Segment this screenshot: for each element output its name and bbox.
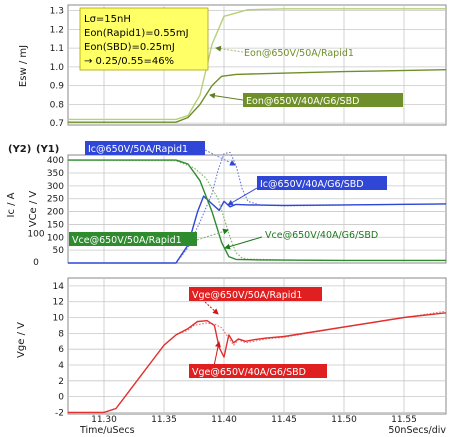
vge-axis-label: Vge / V [16, 322, 27, 358]
series-callout: Vge@650V/50A/Rapid1 [189, 287, 322, 315]
note-background [79, 7, 209, 71]
time-per-division: 50nSecs/div [388, 425, 446, 436]
note-box: Lσ=15nH Eon(Rapid1)=0.55mJ Eon(SBD)=0.25mJ… [79, 7, 209, 71]
y-tick-label: 200 [47, 208, 64, 218]
y-tick-label: 100 [47, 233, 64, 243]
y-tick-label: 1.0 [50, 63, 65, 73]
callout-background [69, 232, 197, 246]
series-callout: Eon@650V/50A/Rapid1 [215, 45, 354, 59]
y2-tick-label: 100 [27, 229, 44, 239]
callout-background [243, 93, 403, 107]
callout-arrow [209, 92, 244, 101]
series-callout: Vce@650V/50A/Rapid1 [69, 228, 229, 246]
callout-background [85, 141, 205, 155]
note-line: Lσ=15nH [84, 14, 131, 25]
x-tick-label: 11.40 [211, 415, 237, 425]
series-line [68, 159, 446, 262]
y1-axis-marker: (Y1) [36, 144, 59, 155]
note-line: Eon(SBD)=0.25mJ [84, 42, 175, 53]
callout-arrow [224, 236, 263, 250]
y-tick-label: 2 [58, 377, 64, 387]
y-tick-label: 14 [53, 282, 65, 292]
series-callout: Eon@650V/40A/G6/SBD [209, 92, 403, 107]
callout-arrow [215, 45, 244, 53]
y-tick-label: 0 [58, 393, 64, 403]
callout-text: Vge@650V/40A/G6/SBD [192, 367, 306, 378]
callout-text: Vce@650V/40A/G6/SBD [265, 230, 378, 241]
x-tick-label: 11.50 [331, 415, 357, 425]
callout-background [189, 287, 322, 301]
x-tick-label: 11.55 [391, 415, 417, 425]
y-tick-label: 10 [53, 314, 65, 324]
series-line [68, 310, 447, 413]
y2-tick-label: 0 [33, 258, 39, 268]
y-tick-label: 400 [47, 156, 64, 166]
series-line [68, 69, 447, 123]
y-tick-label: 0.7 [50, 119, 64, 129]
series-line [68, 312, 447, 414]
y-tick-label: 250 [47, 195, 64, 205]
y-tick-label: 350 [47, 169, 64, 179]
panel-current-voltage: 50 100 150 200 250 300 350 400 [47, 151, 447, 264]
plot-area [67, 154, 447, 264]
note-line: → 0.25/0.55=46% [84, 56, 174, 67]
series-line [67, 159, 446, 261]
y-tick-label: 12 [53, 298, 64, 308]
vce-axis-label: VCe / V [28, 191, 39, 228]
series-callout: Vge@650V/40A/G6/SBD [189, 341, 327, 378]
series-callout: Ic@650V/50A/Rapid1 [85, 141, 236, 166]
callout-text: Ic@650V/50A/Rapid1 [88, 144, 188, 155]
note-line: Eon(Rapid1)=0.55mJ [84, 28, 189, 39]
series-callout: Vce@650V/40A/G6/SBD [224, 230, 378, 250]
y-tick-label: 0.8 [50, 100, 65, 110]
y2-axis-marker: (Y2) [8, 144, 31, 155]
y-tick-label: 6 [58, 345, 64, 355]
callout-text: Eon@650V/40A/G6/SBD [246, 96, 359, 107]
callout-arrow [227, 187, 258, 206]
series-line [68, 151, 447, 264]
series-line [68, 8, 446, 121]
callout-arrow [196, 228, 229, 241]
y-tick-label: 1.1 [50, 44, 64, 54]
series-callout: Ic@650V/40A/G6/SBD [227, 176, 387, 206]
y-tick-label: 4 [58, 361, 64, 371]
x-tick-label: 11.35 [151, 415, 177, 425]
ic-axis-label: Ic / A [6, 192, 17, 217]
callout-arrow [204, 301, 219, 315]
y-tick-label: 300 [47, 182, 64, 192]
callout-arrow [213, 341, 221, 367]
y-tick-label: 8 [58, 329, 64, 339]
y-tick-label: -2 [55, 408, 64, 418]
esw-axis-label: Esw / mJ [18, 45, 29, 87]
y-tick-label: 50 [53, 246, 65, 256]
callout-text: Ic@650V/40A/G6/SBD [260, 179, 364, 190]
x-tick-label: 11.45 [271, 415, 297, 425]
callout-text: Eon@650V/50A/Rapid1 [244, 48, 354, 59]
x-tick-label: 11.30 [91, 415, 117, 425]
y-tick-label: 0.9 [50, 82, 65, 92]
y-tick-label: 150 [47, 220, 64, 230]
callout-background [189, 364, 327, 378]
callout-text: Vce@650V/50A/Rapid1 [72, 235, 182, 246]
callout-background [257, 176, 387, 190]
y-tick-label: 1.3 [50, 7, 64, 17]
y-tick-label: 1.2 [50, 25, 64, 35]
x-axis-label: Time/uSecs [79, 425, 135, 436]
callout-text: Vge@650V/50A/Rapid1 [192, 290, 302, 301]
